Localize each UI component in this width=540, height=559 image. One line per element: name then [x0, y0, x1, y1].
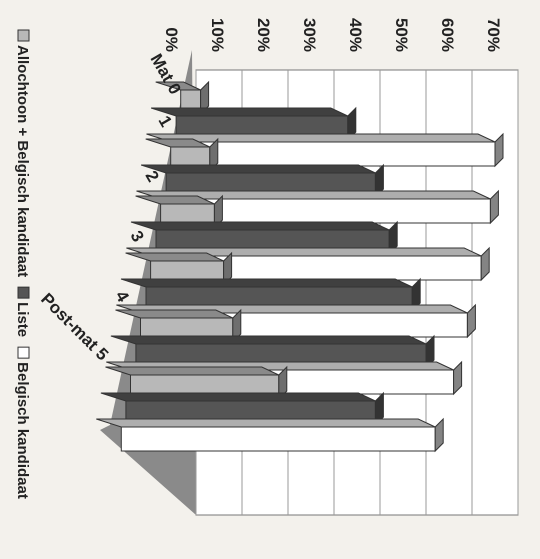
bar-top-face — [110, 335, 427, 345]
bar-top-face — [120, 278, 413, 288]
x-tick-label: 20% — [254, 18, 273, 52]
bar-end-face — [388, 220, 398, 256]
bar-top-face — [125, 252, 224, 262]
bar-end-face — [374, 163, 384, 199]
bar-top-face — [146, 133, 496, 143]
bar-end-face — [434, 417, 444, 453]
bar-top-face — [140, 164, 376, 174]
category-label: Post-mat 5 — [37, 289, 112, 364]
bar-end-face — [489, 189, 499, 225]
legend-label: Allochtoon + Belgisch kandidaat — [14, 45, 31, 277]
category-label: 3 — [127, 228, 148, 246]
legend-label: Liste — [14, 302, 31, 337]
category-label: 2 — [142, 168, 163, 186]
bar-top-face — [115, 309, 234, 319]
x-tick-label: 40% — [346, 18, 365, 52]
legend-swatch — [17, 286, 30, 299]
category-label: 4 — [112, 288, 133, 306]
legend-swatch — [17, 29, 30, 42]
bar-top-face — [105, 366, 280, 376]
bar-end-face — [374, 391, 384, 427]
legend-swatch — [17, 346, 30, 359]
bar-top-face — [150, 107, 349, 117]
bar-end-face — [466, 303, 476, 339]
x-tick-label: 0% — [162, 27, 181, 52]
bar-end-face — [480, 246, 490, 282]
bar-end-face — [213, 194, 223, 230]
bar-end-face — [347, 106, 357, 142]
bar-top-face — [96, 418, 436, 428]
bar-end-face — [278, 365, 288, 401]
bar-end-face — [209, 137, 219, 173]
bar-end-face — [232, 308, 242, 344]
x-tick-label: 70% — [484, 18, 503, 52]
x-tick-label: 50% — [392, 18, 411, 52]
legend: Allochtoon + Belgisch kandidaat Liste Belg… — [14, 29, 31, 499]
x-tick-label: 30% — [300, 18, 319, 52]
bar-end-face — [223, 251, 233, 287]
category-label: Mat 0 — [147, 51, 185, 98]
legend-label: Belgisch kandidaat — [14, 362, 31, 499]
bar-end-face — [494, 132, 504, 168]
bar-end-face — [200, 80, 210, 116]
bar-front-face — [120, 426, 436, 452]
category-label: 1 — [155, 113, 176, 131]
bar — [96, 417, 444, 453]
x-tick-label: 60% — [438, 18, 457, 52]
bar-end-face — [411, 277, 421, 313]
x-tick-label: 10% — [208, 18, 227, 52]
bar-front-face — [171, 141, 496, 167]
bar-top-face — [100, 392, 376, 402]
bar-top-face — [130, 221, 390, 231]
bar-end-face — [425, 334, 435, 370]
bar-end-face — [453, 360, 463, 396]
